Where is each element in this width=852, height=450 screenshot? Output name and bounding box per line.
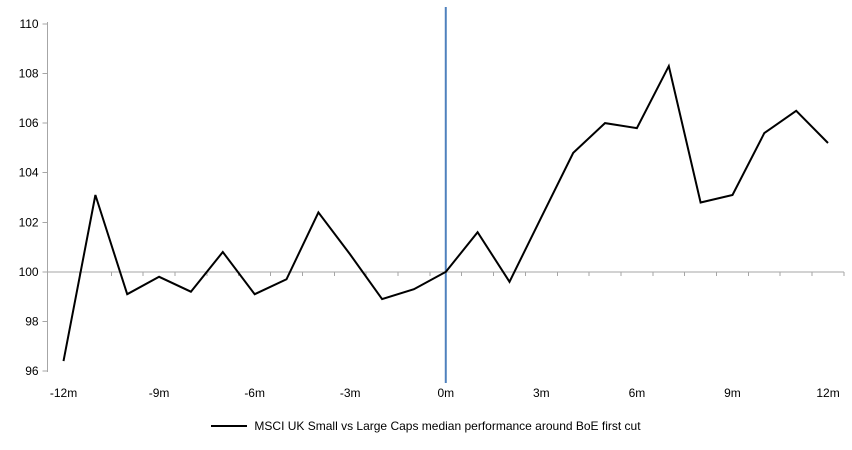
x-tick-label: 3m bbox=[533, 386, 550, 400]
x-tick-label: 12m bbox=[816, 386, 839, 400]
y-tick-label: 108 bbox=[19, 67, 39, 81]
x-tick-label: 6m bbox=[629, 386, 646, 400]
legend-label: MSCI UK Small vs Large Caps median perfo… bbox=[254, 419, 641, 433]
x-tick-label: -6m bbox=[244, 386, 265, 400]
y-tick-label: 102 bbox=[19, 215, 39, 229]
x-tick-label: 9m bbox=[724, 386, 741, 400]
y-tick-label: 98 bbox=[25, 314, 39, 328]
y-tick-label: 106 bbox=[19, 116, 39, 130]
y-tick-label: 104 bbox=[19, 166, 39, 180]
x-tick-label: -3m bbox=[340, 386, 361, 400]
y-tick-label: 110 bbox=[19, 17, 38, 31]
y-tick-label: 100 bbox=[19, 265, 39, 279]
legend-line-swatch bbox=[211, 425, 248, 427]
y-tick-label: 96 bbox=[25, 364, 39, 378]
legend: MSCI UK Small vs Large Caps median perfo… bbox=[0, 419, 852, 433]
x-tick-label: -9m bbox=[149, 386, 170, 400]
x-tick-label: 0m bbox=[437, 386, 454, 400]
x-tick-label: -12m bbox=[50, 386, 77, 400]
series-line bbox=[62, 63, 829, 362]
